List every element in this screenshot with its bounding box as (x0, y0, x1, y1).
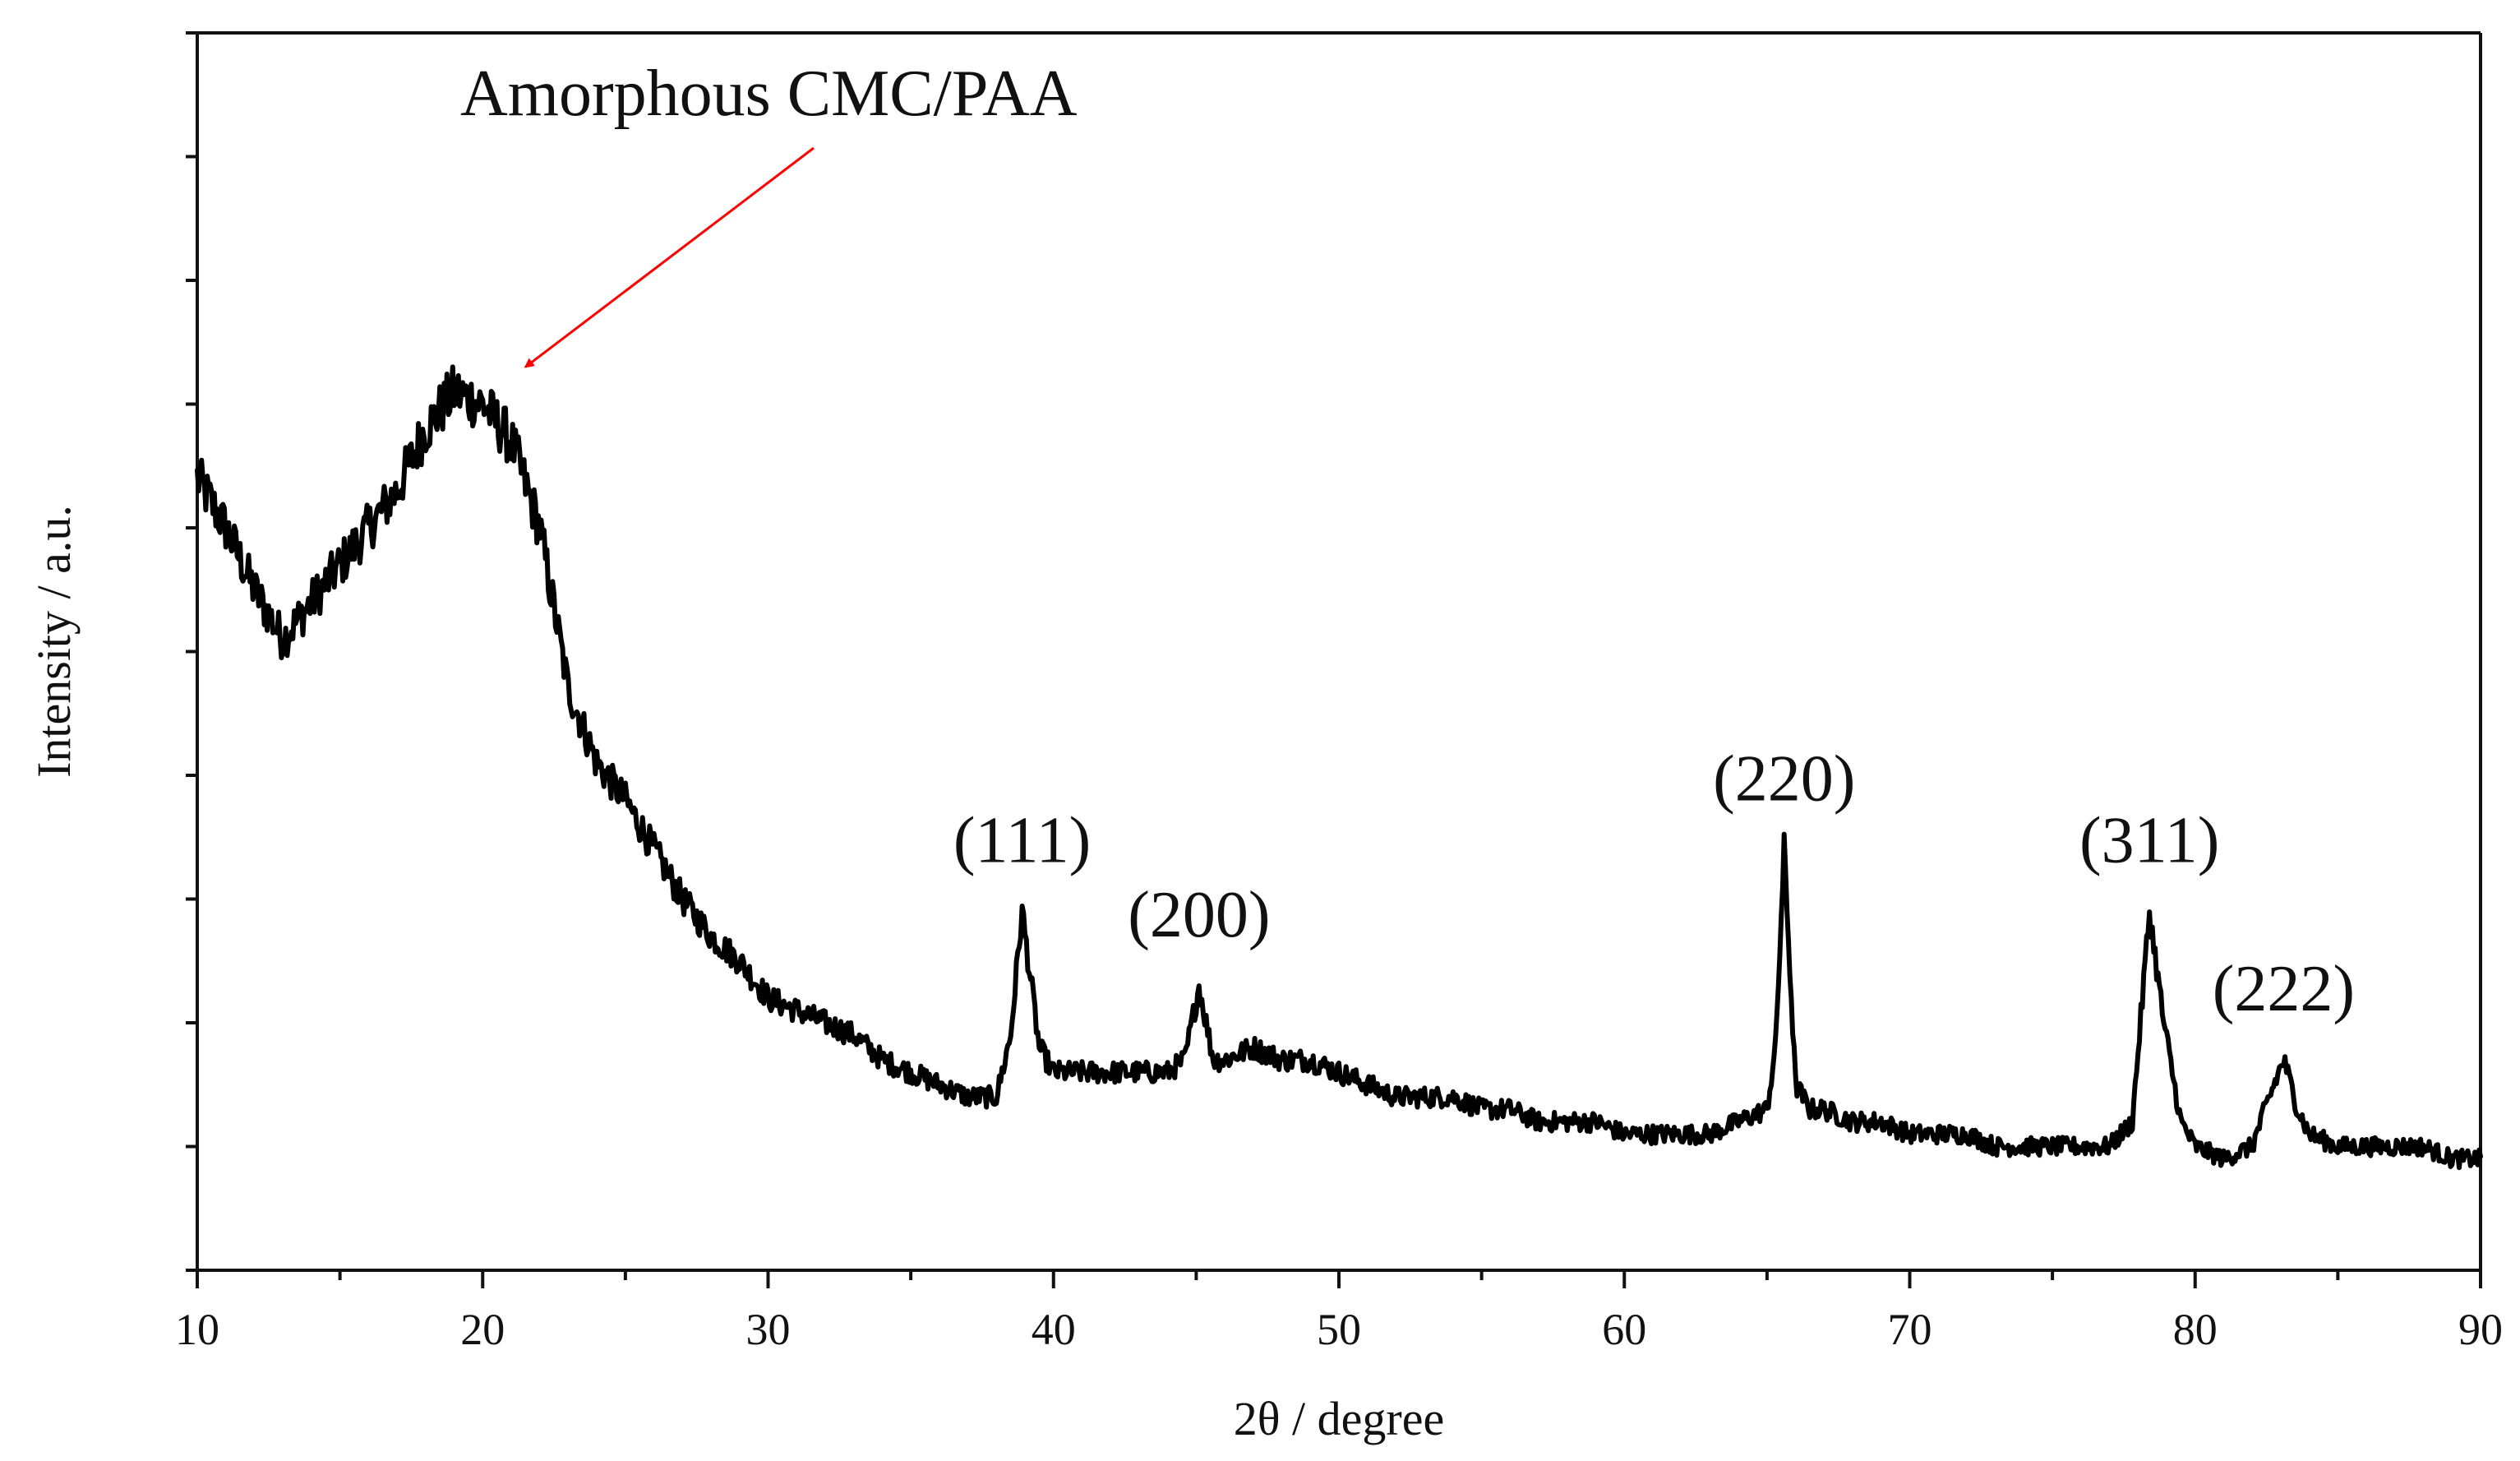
x-tick-label-70: 70 (1888, 1305, 1932, 1354)
plot-frame (196, 31, 2482, 1272)
x-axis-title: 2θ / degree (1234, 1392, 1444, 1445)
x-axis-tick-labels: 10 20 30 40 50 60 70 80 90 (175, 1305, 2503, 1354)
x-tick-label-80: 80 (2173, 1305, 2218, 1354)
peak-label-222: (222) (2213, 953, 2355, 1025)
annotation-amorphous: Amorphous CMC/PAA (460, 58, 1078, 368)
y-axis-ticks (186, 31, 197, 1272)
series-line-xrd-pattern (195, 364, 2483, 1171)
x-axis-ticks (196, 1270, 2482, 1288)
peak-label-220: (220) (1713, 742, 1855, 815)
peak-labels: (111) (200) (220) (311) (222) (953, 742, 2355, 1025)
peak-label-200: (200) (1128, 879, 1270, 951)
x-tick-label-30: 30 (746, 1305, 791, 1354)
x-tick-label-90: 90 (2458, 1305, 2503, 1354)
x-tick-label-40: 40 (1032, 1305, 1076, 1354)
y-axis-title: Intensity / a.u. (27, 505, 81, 778)
x-tick-label-60: 60 (1602, 1305, 1646, 1354)
series-group (195, 364, 2483, 1171)
x-tick-label-20: 20 (460, 1305, 505, 1354)
x-tick-label-50: 50 (1317, 1305, 1361, 1354)
annotation-arrow (524, 146, 815, 368)
peak-label-111: (111) (953, 805, 1091, 877)
annotation-label: Amorphous CMC/PAA (460, 58, 1078, 130)
peak-label-311: (311) (2079, 805, 2219, 877)
x-tick-label-10: 10 (175, 1305, 219, 1354)
